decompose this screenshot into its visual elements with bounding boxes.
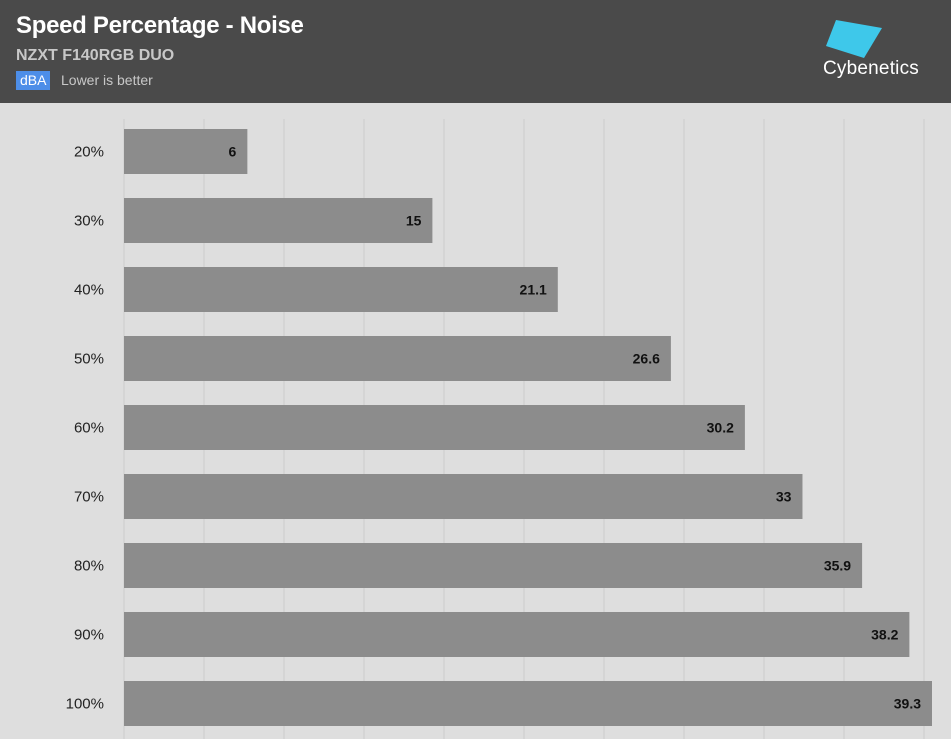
- bars: [124, 129, 932, 726]
- value-label: 26.6: [633, 351, 660, 367]
- value-label: 39.3: [894, 696, 921, 712]
- category-label: 20%: [74, 144, 104, 161]
- bar-50pct: [124, 336, 671, 381]
- category-label: 90%: [74, 627, 104, 644]
- value-labels: 6 15 21.1 26.6 30.2 33 35.9 38.2 39.3: [229, 144, 922, 712]
- category-label: 70%: [74, 489, 104, 506]
- cybenetics-logo-icon: [826, 20, 882, 58]
- bar-20pct: [124, 129, 248, 174]
- bar-40pct: [124, 267, 558, 312]
- value-label: 33: [776, 489, 792, 505]
- bar-80pct: [124, 543, 863, 588]
- bar-30pct: [124, 198, 433, 243]
- value-label: 30.2: [707, 420, 734, 436]
- bar-60pct: [124, 405, 745, 450]
- value-label: 38.2: [871, 627, 898, 643]
- category-labels: 20% 30% 40% 50% 60% 70% 80% 90% 100%: [66, 144, 104, 713]
- bar-70pct: [124, 474, 803, 519]
- value-label: 6: [229, 144, 237, 160]
- value-label: 35.9: [824, 558, 851, 574]
- category-label: 50%: [74, 351, 104, 368]
- bar-90pct: [124, 612, 910, 657]
- category-label: 80%: [74, 558, 104, 575]
- bar-chart: 20% 30% 40% 50% 60% 70% 80% 90% 100% 6 15 21.1 26.6…: [66, 119, 932, 739]
- chart-title: Speed Percentage - Noise: [16, 12, 304, 39]
- category-label: 40%: [74, 282, 104, 299]
- bar-100pct: [124, 681, 932, 726]
- unit-badge: dBA: [16, 71, 51, 90]
- value-label: 15: [406, 213, 422, 229]
- chart-header: Speed Percentage - Noise NZXT F140RGB DU…: [0, 0, 951, 103]
- brand-name: Cybenetics: [823, 58, 919, 79]
- category-label: 100%: [66, 696, 104, 713]
- chart-subtitle: NZXT F140RGB DUO: [16, 47, 175, 64]
- category-label: 60%: [74, 420, 104, 437]
- lower-is-better-note: Lower is better: [61, 72, 153, 88]
- category-label: 30%: [74, 213, 104, 230]
- value-label: 21.1: [520, 282, 547, 298]
